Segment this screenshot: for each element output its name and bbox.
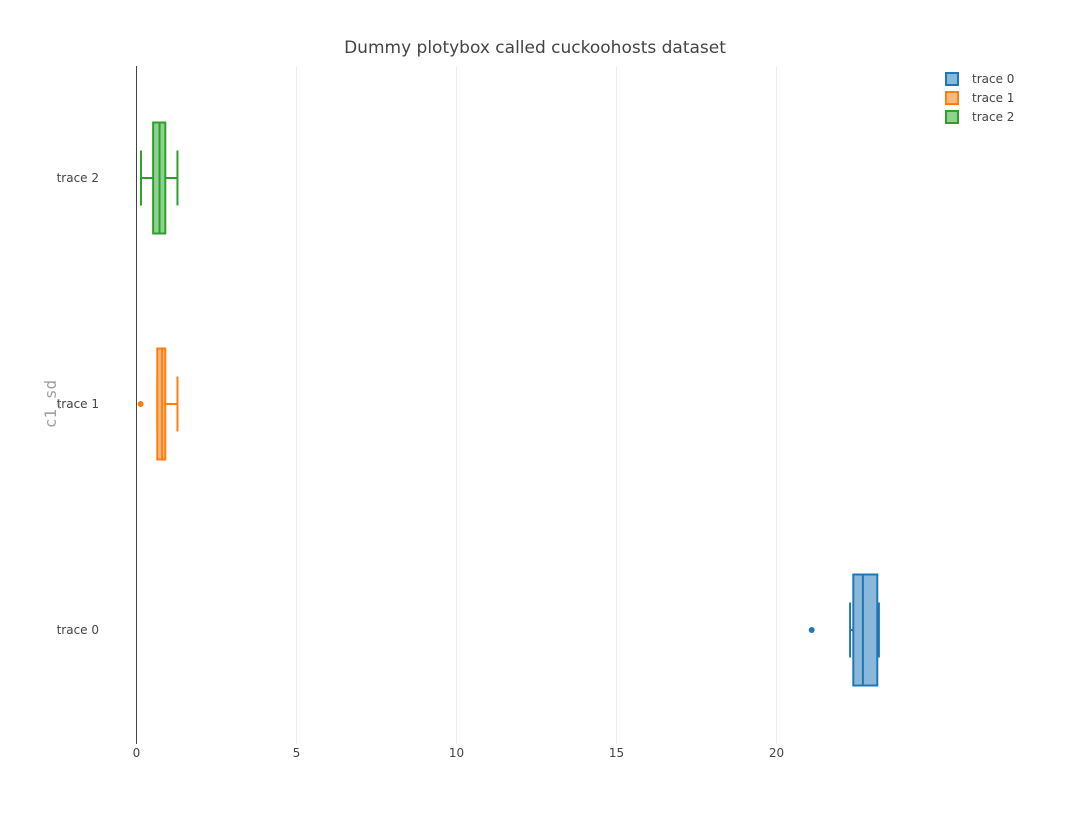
box-trace-0[interactable] bbox=[808, 573, 880, 687]
legend-swatch bbox=[945, 91, 959, 105]
x-tick-label: 10 bbox=[449, 746, 464, 760]
x-tick-label: 15 bbox=[609, 746, 624, 760]
legend-item-trace-2[interactable]: trace 2 bbox=[945, 110, 1014, 124]
legend-label: trace 0 bbox=[972, 72, 1014, 86]
legend-swatch bbox=[945, 72, 959, 86]
box-trace-1[interactable] bbox=[137, 347, 179, 461]
x-tick-label: 5 bbox=[293, 746, 301, 760]
legend-label: trace 2 bbox=[972, 110, 1014, 124]
box-trace-2[interactable] bbox=[139, 121, 179, 235]
legend[interactable]: trace 0 trace 1 trace 2 bbox=[945, 72, 1014, 124]
gridlines bbox=[296, 66, 777, 744]
outlier-point bbox=[808, 627, 815, 633]
x-axis-ticks: 0 5 10 15 20 bbox=[133, 746, 784, 760]
legend-item-trace-0[interactable]: trace 0 bbox=[945, 72, 1014, 86]
y-tick-label: trace 1 bbox=[57, 397, 99, 411]
legend-swatch bbox=[945, 110, 959, 124]
box-iqr bbox=[852, 573, 879, 687]
outlier-point bbox=[137, 401, 144, 407]
y-tick-label: trace 0 bbox=[57, 623, 99, 637]
y-tick-label: trace 2 bbox=[57, 171, 99, 185]
boxes bbox=[137, 121, 880, 687]
chart-title: Dummy plotybox called cuckoohosts datase… bbox=[344, 38, 726, 58]
legend-label: trace 1 bbox=[972, 91, 1014, 105]
legend-item-trace-1[interactable]: trace 1 bbox=[945, 91, 1014, 105]
y-axis-ticks: trace 0 trace 1 trace 2 bbox=[57, 171, 99, 637]
x-tick-label: 20 bbox=[769, 746, 784, 760]
y-axis-label: c1_sd bbox=[41, 380, 60, 428]
x-tick-label: 0 bbox=[133, 746, 141, 760]
